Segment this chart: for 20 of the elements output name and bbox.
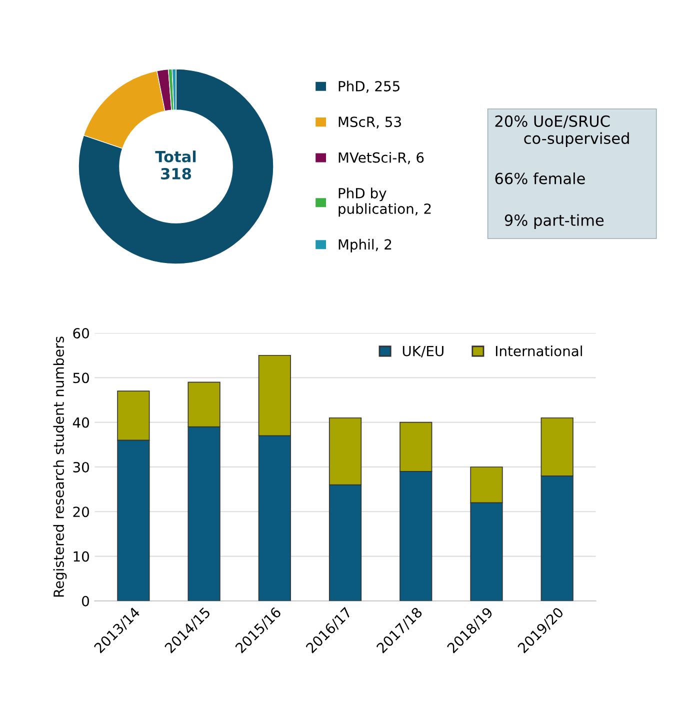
legend-label: International	[496, 346, 582, 356]
legend-label: PhD, 255	[338, 80, 400, 93]
text: 20% UoE/SRUC co-supervised	[495, 115, 629, 148]
text: Total 318	[155, 150, 196, 180]
y-tick-label: 10	[74, 551, 89, 562]
y-tick-label: 40	[72, 417, 89, 428]
legend-label: MVetSci-R, 6	[338, 152, 424, 164]
legend-label: Mphil, 2	[338, 238, 392, 252]
y-tick-label: 0	[82, 596, 89, 606]
y-tick-label: 50	[73, 372, 89, 384]
y-axis-title: Registered research student numbers	[53, 336, 67, 597]
legend-label: MScR, 53	[338, 116, 401, 129]
legend-label: PhD by publication, 2	[338, 188, 431, 217]
text: 9% part-time	[504, 214, 604, 229]
donut-slice	[78, 68, 274, 264]
y-tick-label: 60	[73, 328, 89, 339]
y-tick-label: 30	[73, 462, 89, 472]
text: 66% female	[495, 172, 585, 184]
legend-label: UK/EU	[402, 346, 444, 358]
y-tick-label: 20	[73, 506, 89, 518]
